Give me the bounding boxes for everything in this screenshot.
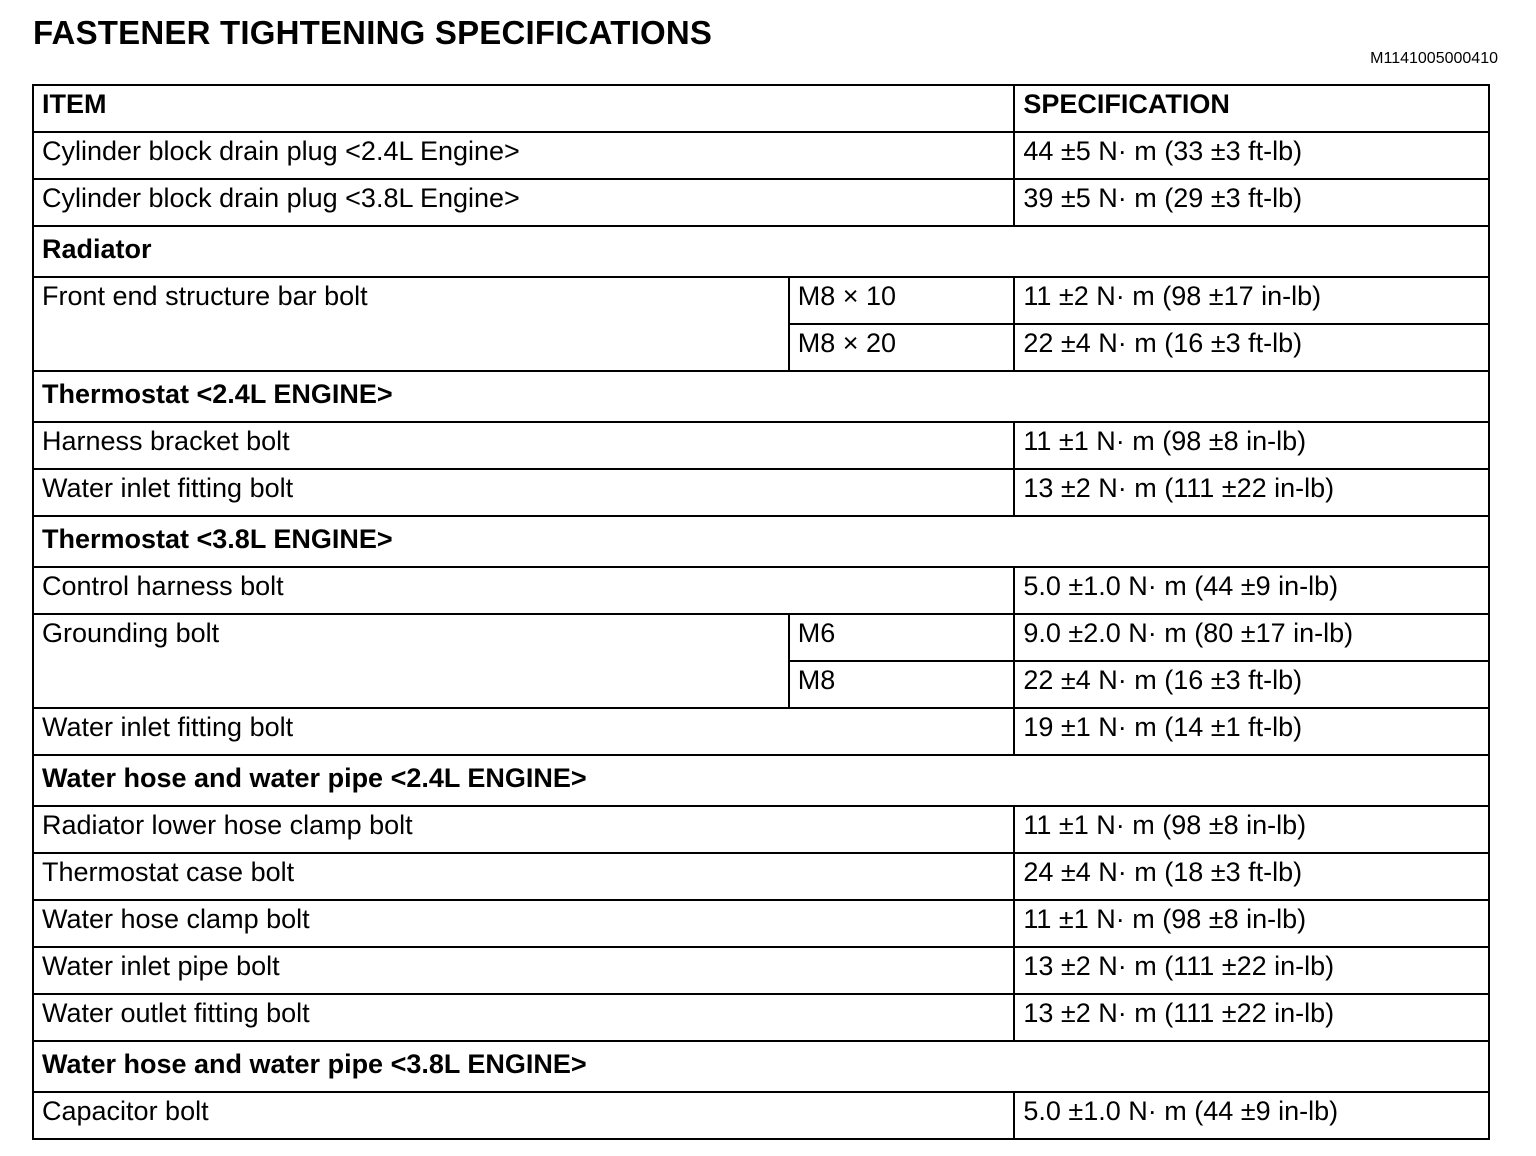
specification-cell: 5.0 ±1.0 N· m (44 ±9 in-lb) <box>1013 566 1490 615</box>
specification-cell: 22 ±4 N· m (16 ±3 ft-lb) <box>1013 660 1490 709</box>
section-title: Water hose and water pipe <2.4L ENGINE> <box>32 754 1490 807</box>
table-row: Cylinder block drain plug <2.4L Engine> 4… <box>31 131 1490 180</box>
table-row: Thermostat case bolt 24 ±4 N· m (18 ±3 ft… <box>31 852 1490 901</box>
item-cell: Harness bracket bolt <box>31 421 1016 470</box>
item-cell: Water inlet fitting bolt <box>31 468 1016 517</box>
size-cell: M8 × 10 <box>787 276 1016 325</box>
table-row: Water hose clamp bolt 11 ±1 N· m (98 ±8 i… <box>31 899 1490 948</box>
table-row: Capacitor bolt 5.0 ±1.0 N· m (44 ±9 in-lb… <box>31 1091 1490 1140</box>
specification-cell: 22 ±4 N· m (16 ±3 ft-lb) <box>1013 323 1490 372</box>
table-row: Water inlet fitting bolt 19 ±1 N· m (14 ±… <box>31 707 1490 756</box>
item-cell: Water outlet fitting bolt <box>31 993 1016 1042</box>
table-row: Control harness bolt 5.0 ±1.0 N· m (44 ±9… <box>31 566 1490 615</box>
item-cell: Water hose clamp bolt <box>31 899 1016 948</box>
specification-cell: 19 ±1 N· m (14 ±1 ft-lb) <box>1013 707 1490 756</box>
specification-cell: 39 ±5 N· m (29 ±3 ft-lb) <box>1013 178 1490 227</box>
table-row: Grounding bolt M6 9.0 ±2.0 N· m (80 ±17 in… <box>32 613 1490 709</box>
header-item: ITEM <box>31 84 1016 133</box>
item-cell: Water inlet pipe bolt <box>31 946 1016 995</box>
specification-cell: 9.0 ±2.0 N· m (80 ±17 in-lb) <box>1013 613 1490 662</box>
size-cell: M6 <box>787 613 1016 662</box>
section-title: Water hose and water pipe <3.8L ENGINE> <box>32 1040 1490 1093</box>
table-row: M8 22 ±4 N· m (16 ±3 ft-lb) <box>33 660 1490 709</box>
item-cell: Cylinder block drain plug <2.4L Engine> <box>31 131 1016 180</box>
size-cell: M8 × 20 <box>787 323 1016 372</box>
page-title: FASTENER TIGHTENING SPECIFICATIONS <box>33 14 713 51</box>
item-cell: Radiator lower hose clamp bolt <box>31 805 1016 854</box>
table-row: Water inlet pipe bolt 13 ±2 N· m (111 ±22… <box>31 946 1490 995</box>
item-cell: Water inlet fitting bolt <box>31 707 1016 756</box>
specification-cell: 11 ±2 N· m (98 ±17 in-lb) <box>1013 276 1490 325</box>
item-cell: Cylinder block drain plug <3.8L Engine> <box>31 178 1016 227</box>
section-row: Water hose and water pipe <2.4L ENGINE> <box>32 754 1490 807</box>
section-title: Thermostat <3.8L ENGINE> <box>32 515 1490 568</box>
item-cell: Grounding bolt <box>32 613 790 709</box>
specification-cell: 13 ±2 N· m (111 ±22 in-lb) <box>1013 468 1490 517</box>
table-row: M8 × 20 22 ±4 N· m (16 ±3 ft-lb) <box>33 323 1490 372</box>
section-title: Thermostat <2.4L ENGINE> <box>32 370 1490 423</box>
size-cell: M8 <box>787 660 1016 709</box>
header-specification: SPECIFICATION <box>1013 84 1490 133</box>
specification-cell: 13 ±2 N· m (111 ±22 in-lb) <box>1013 946 1490 995</box>
section-row: Radiator <box>32 225 1490 278</box>
section-title: Radiator <box>32 225 1490 278</box>
table-row: Front end structure bar bolt M8 × 10 11 ±2… <box>32 276 1490 372</box>
table-row: Radiator lower hose clamp bolt 11 ±1 N· m… <box>31 805 1490 854</box>
item-cell: Capacitor bolt <box>31 1091 1016 1140</box>
table-row: Water outlet fitting bolt 13 ±2 N· m (111… <box>31 993 1490 1042</box>
item-cell: Thermostat case bolt <box>31 852 1016 901</box>
specification-cell: 24 ±4 N· m (18 ±3 ft-lb) <box>1013 852 1490 901</box>
table-header-row: ITEM SPECIFICATION <box>31 84 1490 133</box>
table-row: Harness bracket bolt 11 ±1 N· m (98 ±8 in… <box>31 421 1490 470</box>
document-id: M1141005000410 <box>1370 50 1498 67</box>
section-row: Thermostat <2.4L ENGINE> <box>32 370 1490 423</box>
table-row: Water inlet fitting bolt 13 ±2 N· m (111 … <box>31 468 1490 517</box>
specification-cell: 11 ±1 N· m (98 ±8 in-lb) <box>1013 421 1490 470</box>
specification-cell: 11 ±1 N· m (98 ±8 in-lb) <box>1013 805 1490 854</box>
item-cell: Control harness bolt <box>31 566 1016 615</box>
item-cell: Front end structure bar bolt <box>32 276 790 372</box>
section-row: Water hose and water pipe <3.8L ENGINE> <box>32 1040 1490 1093</box>
table-row: Cylinder block drain plug <3.8L Engine> 3… <box>31 178 1490 227</box>
specifications-table: ITEM SPECIFICATION Cylinder block drain … <box>31 84 1490 1140</box>
specification-cell: 44 ±5 N· m (33 ±3 ft-lb) <box>1013 131 1490 180</box>
section-row: Thermostat <3.8L ENGINE> <box>32 515 1490 568</box>
specification-cell: 13 ±2 N· m (111 ±22 in-lb) <box>1013 993 1490 1042</box>
specification-cell: 11 ±1 N· m (98 ±8 in-lb) <box>1013 899 1490 948</box>
specification-cell: 5.0 ±1.0 N· m (44 ±9 in-lb) <box>1013 1091 1490 1140</box>
